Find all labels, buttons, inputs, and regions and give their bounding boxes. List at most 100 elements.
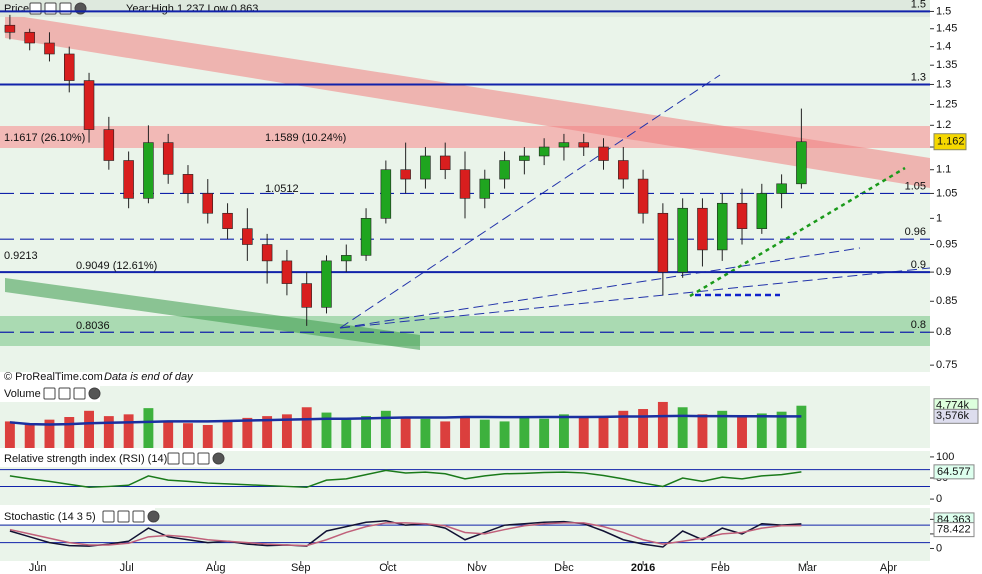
x-tick-label: Sep xyxy=(291,562,311,574)
volume-bar xyxy=(657,401,668,448)
candle-body xyxy=(677,207,688,273)
volume-bar xyxy=(301,407,312,448)
candle-body xyxy=(776,183,787,194)
volume-bar xyxy=(400,417,411,448)
volume-bar xyxy=(440,421,451,448)
trend-line xyxy=(339,74,721,329)
x-tick-label: Oct xyxy=(379,562,396,574)
candle-body xyxy=(380,169,392,219)
trend-line xyxy=(339,267,931,329)
indicator-line xyxy=(9,469,802,489)
toolbar-icon xyxy=(117,510,130,523)
value-tag-label: 64.577 xyxy=(937,466,971,478)
volume-bar xyxy=(756,413,767,448)
toolbar-icon xyxy=(147,510,160,523)
candle-body xyxy=(618,160,629,180)
toolbar xyxy=(0,0,930,17)
volume-bar xyxy=(24,423,35,448)
annotation: 0.9049 (12.61%) xyxy=(76,260,157,272)
indicator-line xyxy=(9,520,802,548)
candle-body xyxy=(637,178,649,214)
x-tick-label: 2016 xyxy=(631,562,655,574)
green-channel xyxy=(5,278,420,350)
x-tick-label: Mar xyxy=(798,562,817,574)
candle-body xyxy=(222,212,233,229)
toolbar-icon xyxy=(132,510,145,523)
volume-bar xyxy=(677,407,688,448)
y-tick-label: 0.8 xyxy=(936,326,951,338)
annotation: 1.1589 (10.24%) xyxy=(265,132,346,144)
candle-body xyxy=(202,193,214,214)
volume-bar xyxy=(123,414,134,448)
y-tick-label: 0.9 xyxy=(936,266,951,278)
volume-bar xyxy=(222,421,233,448)
candle-body xyxy=(261,244,273,262)
y-tick-label: 1.4 xyxy=(936,41,951,53)
volume-bar xyxy=(717,410,728,448)
level-label: 0.8 xyxy=(911,319,926,331)
candle-body xyxy=(519,155,530,161)
candle-body xyxy=(716,202,728,251)
y-tick-label: 0.95 xyxy=(936,238,957,250)
candle-body xyxy=(103,129,115,161)
candle-body xyxy=(538,146,550,157)
volume-bar xyxy=(737,415,747,448)
value-tag-label: 4,774k xyxy=(936,400,970,412)
volume-bar xyxy=(361,416,372,448)
footer-note: Data is end of day xyxy=(104,371,194,383)
candle-body xyxy=(182,174,194,194)
toolbar-icon xyxy=(182,452,195,465)
y-tick-label: 1.5 xyxy=(936,5,951,17)
volume-bar xyxy=(163,421,174,448)
value-tag xyxy=(933,464,975,480)
footer: © ProRealTime.com xyxy=(4,371,103,383)
volume-bar xyxy=(558,414,569,448)
x-tick-label: Jun xyxy=(29,562,47,574)
candle-body xyxy=(321,260,332,308)
candle-body xyxy=(578,142,589,148)
volume-ma xyxy=(9,414,802,426)
panel-title: Volume xyxy=(4,388,41,400)
x-tick-label: Apr xyxy=(880,562,897,574)
y-tick-label: 0 xyxy=(936,542,942,554)
annotation: 1.0512 xyxy=(265,183,299,195)
toolbar-icon xyxy=(167,452,180,465)
trend-line xyxy=(339,247,861,329)
candle-body xyxy=(420,155,431,180)
y-tick-label: 0 xyxy=(936,493,942,505)
volume-bar xyxy=(796,405,807,448)
volume-bar xyxy=(776,411,787,448)
y-tick-label: 1.25 xyxy=(936,98,957,110)
volume-bar xyxy=(281,414,292,448)
volume-bar xyxy=(143,408,154,448)
toolbar-icon xyxy=(102,510,115,523)
panel-title: Stochastic (14 3 5) xyxy=(4,511,96,523)
volume-bar xyxy=(420,418,431,448)
x-tick-label: Nov xyxy=(467,562,487,574)
value-tag xyxy=(933,522,975,538)
candle-body xyxy=(301,283,312,308)
title-box xyxy=(0,508,155,524)
trend-lines xyxy=(339,74,931,329)
candle-body xyxy=(657,212,669,273)
y-tick-label: 1 xyxy=(936,212,942,224)
toolbar-icon xyxy=(212,452,225,465)
value-tag-label: 3,576k xyxy=(936,410,970,422)
y-tick-label: 0.75 xyxy=(936,359,957,371)
level-label: 0.96 xyxy=(905,226,926,238)
candle-body xyxy=(796,141,807,185)
volume-bar xyxy=(183,423,193,448)
y-tick-label: 1.3 xyxy=(936,78,951,90)
value-tag xyxy=(933,408,979,424)
level-label: 0.9 xyxy=(911,259,926,271)
candle-body xyxy=(697,207,708,251)
y-tick-label: 1.35 xyxy=(936,59,957,71)
candle-body xyxy=(439,155,451,171)
volume-bar xyxy=(479,419,490,448)
candle-body xyxy=(4,24,16,33)
y-tick-label: 1.05 xyxy=(936,187,957,199)
price-tag-label: 1.162 xyxy=(937,136,965,148)
volume-bar xyxy=(539,418,550,448)
volume-bar xyxy=(618,410,629,448)
volume-bar xyxy=(638,409,649,448)
